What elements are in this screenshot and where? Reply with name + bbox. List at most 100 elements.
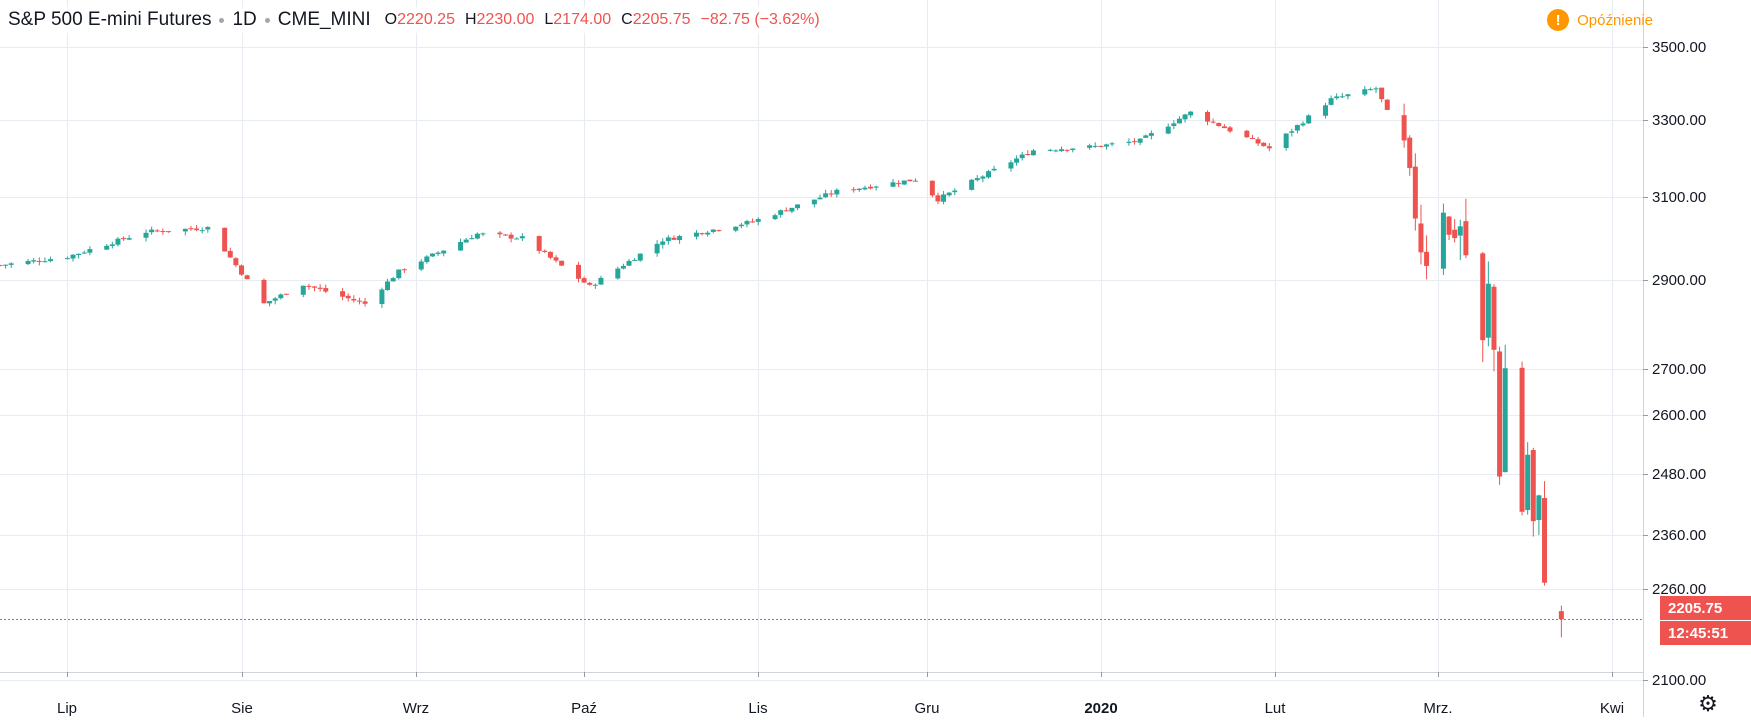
candle-body	[1491, 286, 1497, 350]
candle-body	[901, 180, 907, 185]
x-tick-label: Kwi	[1600, 700, 1624, 717]
candle-body	[868, 186, 874, 189]
candle-body	[165, 231, 171, 233]
high-value: H2230.00	[464, 11, 535, 28]
candle-body	[1542, 497, 1548, 583]
candle-body	[1407, 137, 1413, 168]
candle-body	[750, 221, 756, 223]
symbol-name[interactable]: S&P 500 E-mini Futures	[8, 9, 212, 30]
candle-body	[1452, 229, 1458, 239]
candle-body	[896, 183, 902, 185]
candle-body	[233, 258, 239, 266]
y-tick-label: 3100.00	[1652, 189, 1706, 206]
candle-body	[1221, 126, 1227, 129]
candle-body	[1137, 138, 1143, 143]
candle-body	[1306, 115, 1312, 124]
x-tick-label: Mrz.	[1423, 700, 1452, 717]
candle-body	[239, 265, 245, 275]
candle-body	[76, 253, 82, 256]
candle-body	[1205, 111, 1211, 122]
candle-body	[941, 194, 947, 202]
candle-body	[862, 187, 868, 190]
symbol-legend: S&P 500 E-mini Futures 1D CME_MINI O2220…	[8, 7, 820, 33]
candle-body	[817, 197, 823, 200]
candle-body	[626, 260, 632, 266]
candle-body	[1446, 216, 1452, 235]
candle-body	[244, 275, 250, 280]
low-value: L2174.00	[544, 11, 612, 28]
candle-body	[1497, 351, 1503, 477]
candle-body	[755, 219, 761, 222]
candle-body	[890, 182, 896, 187]
candle-body	[3, 264, 9, 266]
candle-body	[480, 233, 486, 235]
candle-body	[1143, 135, 1149, 138]
candle-body	[660, 241, 666, 245]
candle-body	[693, 232, 699, 237]
candle-body	[1536, 495, 1542, 520]
data-delay-indicator[interactable]: ! Opóźnienie	[1547, 7, 1653, 33]
candle-body	[1463, 221, 1469, 256]
candle-body	[312, 286, 318, 288]
candle-body	[1266, 146, 1272, 149]
candle-body	[1059, 149, 1065, 152]
candle-body	[199, 230, 205, 232]
candle-body	[1289, 131, 1295, 133]
candle-body	[1216, 122, 1222, 127]
candle-body	[469, 238, 475, 240]
candle-body	[542, 250, 548, 252]
candle-body	[435, 252, 441, 254]
candle-body	[744, 221, 750, 225]
candle-body	[1530, 450, 1536, 522]
candle-body	[1109, 143, 1115, 145]
x-tick-label: Lut	[1265, 700, 1287, 717]
candle-body	[300, 285, 306, 295]
change-value: −82.75 (−3.62%)	[700, 11, 820, 28]
candle-body	[149, 229, 155, 233]
delay-label: Opóźnienie	[1577, 11, 1653, 29]
candle-body	[789, 207, 795, 212]
candle-body	[379, 289, 385, 304]
candle-body	[1334, 96, 1340, 99]
x-tick-label: Sie	[231, 700, 253, 717]
exclamation-icon: !	[1547, 9, 1570, 31]
candle-body	[1525, 454, 1531, 511]
candle-body	[575, 264, 581, 279]
candle-body	[317, 287, 323, 289]
candle-body	[1300, 123, 1306, 126]
candle-body	[834, 189, 840, 195]
candle-body	[1014, 158, 1020, 163]
candle-body	[1440, 212, 1446, 269]
x-tick-label: Lip	[57, 700, 77, 717]
candle-body	[508, 234, 514, 239]
candle-body	[823, 193, 829, 198]
candle-body	[991, 168, 997, 171]
candle-body	[121, 238, 127, 240]
candle-body	[665, 237, 671, 242]
candle-body	[1171, 123, 1177, 127]
candle-body	[323, 288, 329, 292]
candle-body	[1030, 150, 1036, 156]
candle-body	[1165, 126, 1171, 134]
candle-body	[677, 236, 683, 241]
candle-body	[42, 261, 48, 263]
candle-body	[1294, 125, 1300, 131]
candle-body	[598, 277, 604, 285]
y-tick-label: 2700.00	[1652, 361, 1706, 378]
ohlc-values: O2220.25 H2230.00 L2174.00 C2205.75 −82.…	[385, 11, 820, 29]
candle-body	[351, 298, 357, 301]
candle-body	[1176, 118, 1182, 124]
candle-body	[345, 295, 351, 299]
candle-body	[1519, 367, 1525, 512]
candle-body	[115, 238, 121, 245]
candle-body	[154, 230, 160, 232]
candle-body	[795, 204, 801, 209]
candle-body	[907, 179, 913, 182]
gear-icon[interactable]: ⚙	[1698, 691, 1718, 716]
candle-body	[25, 260, 31, 265]
candle-body	[559, 260, 565, 266]
candle-body	[104, 245, 110, 250]
interval-label[interactable]: 1D	[232, 9, 257, 30]
